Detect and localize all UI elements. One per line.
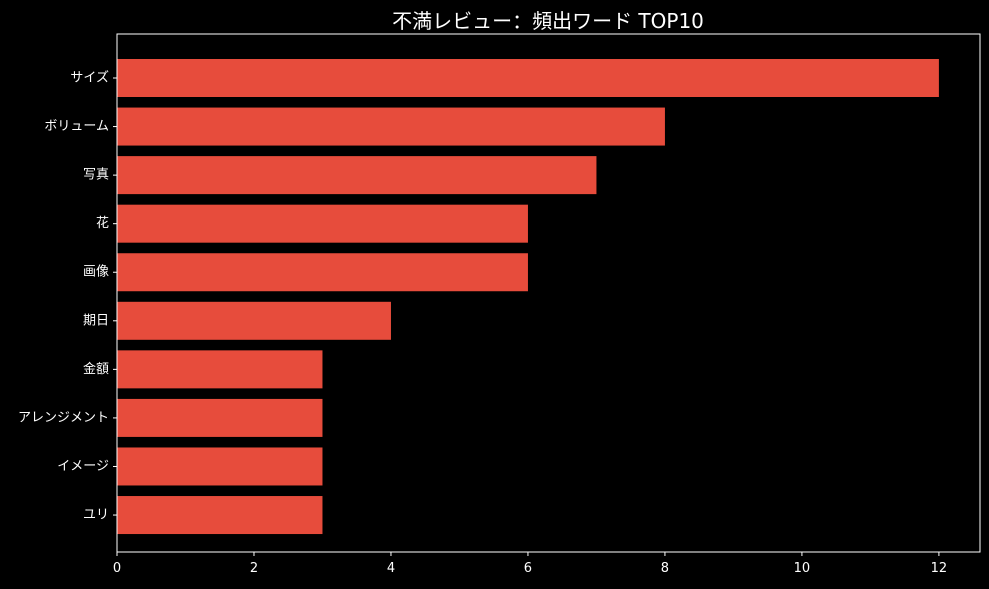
y-tick-label-2: 写真: [83, 168, 109, 183]
x-tick-label-5: 10: [794, 561, 811, 576]
chart-title: 不満レビュー：頻出ワード TOP10: [392, 9, 704, 33]
bar-8: [117, 447, 323, 486]
y-tick-label-1: ボリューム: [44, 119, 109, 134]
bar-3: [117, 204, 528, 243]
bar-2: [117, 156, 597, 195]
x-tick-label-3: 6: [524, 561, 532, 576]
x-tick-label-0: 0: [113, 561, 121, 576]
y-tick-label-6: 金額: [83, 361, 109, 377]
x-tick-label-4: 8: [661, 561, 669, 576]
y-tick-label-8: イメージ: [57, 459, 109, 474]
y-tick-label-5: 期日: [83, 313, 109, 328]
bar-7: [117, 398, 323, 437]
bars-group: [117, 59, 939, 535]
x-tick-label-1: 2: [250, 561, 258, 576]
bar-5: [117, 301, 391, 340]
y-tick-label-7: アレンジメント: [18, 410, 109, 425]
x-tick-label-2: 4: [387, 561, 395, 576]
y-tick-label-9: ユリ: [83, 508, 109, 523]
y-tick-label-3: 花: [96, 215, 109, 231]
x-axis-ticks: 0 2 4 6 8 10 12: [113, 552, 947, 576]
y-tick-label-4: 画像: [83, 265, 109, 280]
bar-1: [117, 107, 665, 146]
bar-9: [117, 496, 323, 535]
bar-4: [117, 253, 528, 292]
bar-6: [117, 350, 323, 389]
x-tick-label-6: 12: [931, 561, 948, 576]
y-tick-label-0: サイズ: [70, 70, 109, 86]
plot-frame: [116, 33, 981, 553]
bar-0: [117, 59, 939, 97]
